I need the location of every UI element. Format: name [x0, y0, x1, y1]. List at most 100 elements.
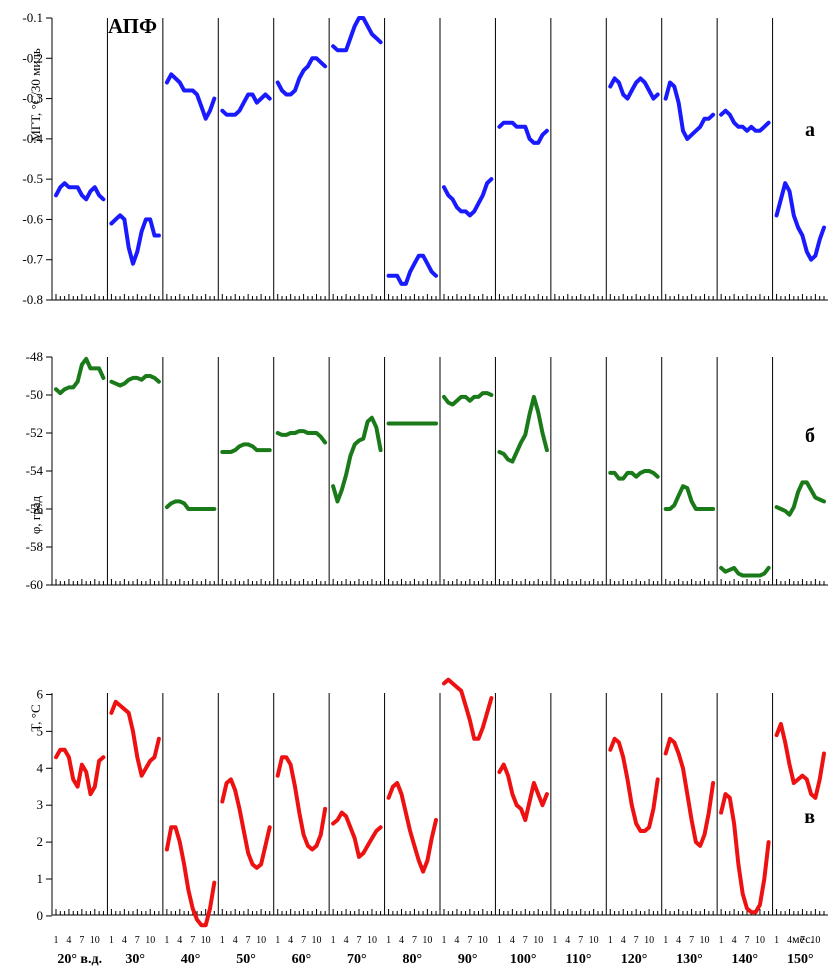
y-tick-label: 2 [37, 834, 44, 849]
y-tick-label: 1 [37, 871, 44, 886]
series-line-120 [610, 78, 657, 98]
y-axis-label: T, °C [28, 704, 43, 731]
y-tick-label: 6 [37, 686, 44, 701]
series-line-90 [444, 179, 491, 215]
y-tick-label: -0.6 [22, 211, 43, 226]
longitude-label: 70° [347, 952, 367, 967]
series-line-30 [111, 215, 158, 263]
panel-letter: а [805, 119, 815, 141]
month-label: 7 [523, 935, 528, 946]
month-label: 1 [386, 935, 391, 946]
series-line-50 [222, 444, 269, 452]
y-tick-label: 4 [37, 760, 44, 775]
series-line-150 [777, 183, 824, 260]
longitude-label: 20° в.д. [57, 952, 102, 967]
month-label: 7 [135, 935, 140, 946]
month-label: 1 [109, 935, 114, 946]
series-line-100 [499, 765, 547, 820]
month-label: 1 [497, 935, 502, 946]
y-tick-label: -0.1 [22, 10, 43, 25]
longitude-label: 40° [181, 952, 201, 967]
month-label: 10 [589, 935, 599, 946]
y-tick-label: 3 [37, 797, 44, 812]
month-label: 10 [422, 935, 432, 946]
y-tick-label: -48 [26, 349, 43, 364]
month-label: 7 [301, 935, 306, 946]
series-line-140 [721, 111, 769, 131]
y-tick-label: -54 [26, 463, 44, 478]
month-label: 4 [676, 935, 681, 946]
series-line-30 [111, 376, 158, 386]
month-label: 10 [533, 935, 543, 946]
longitude-label: 90° [458, 952, 478, 967]
series-line-70 [333, 813, 381, 857]
month-label: 4 [233, 935, 238, 946]
month-label: 10 [145, 935, 155, 946]
month-label: 1 [552, 935, 557, 946]
series-line-150 [777, 724, 824, 798]
longitude-label: 120° [621, 952, 648, 967]
month-label: 4 [454, 935, 459, 946]
month-label: 4 [732, 935, 737, 946]
panel-а: -0.1 -0.2 -0.3 -0.4 -0.5 -0.6 -0.7 -0.8 МГТ, °С/… [22, 10, 828, 307]
month-label: 4 [288, 935, 293, 946]
month-label: 7 [634, 935, 639, 946]
month-label: 4 [510, 935, 515, 946]
month-label: 10 [478, 935, 488, 946]
series-line-100 [499, 397, 547, 462]
series-line-130 [666, 739, 713, 846]
longitude-label: 50° [236, 952, 256, 967]
longitude-label: 110° [566, 952, 592, 967]
panel-letter: в [804, 806, 815, 828]
month-label: 10 [90, 935, 100, 946]
month-label: 7 [745, 935, 750, 946]
series-line-60 [278, 757, 325, 849]
month-label: 1 [608, 935, 613, 946]
month-label: 1 [719, 935, 724, 946]
longitude-label: 140° [732, 952, 759, 967]
y-axis-label: МГТ, °С/30 миль [28, 48, 43, 142]
month-label: 7 [689, 935, 694, 946]
month-label: 10 [312, 935, 322, 946]
series-line-150 [777, 482, 824, 514]
series-line-130 [666, 486, 713, 509]
y-tick-label: -50 [26, 387, 43, 402]
month-label: 4 [399, 935, 404, 946]
series-line-80 [389, 256, 436, 284]
month-label: 1 [774, 935, 779, 946]
month-label: 10 [201, 935, 211, 946]
y-tick-label: -0.7 [22, 252, 43, 267]
y-tick-label: -52 [26, 425, 43, 440]
month-label: 1 [220, 935, 225, 946]
y-tick-label: -58 [26, 539, 43, 554]
month-label: 1 [164, 935, 169, 946]
series-line-100 [499, 123, 547, 143]
month-label: 4 [621, 935, 626, 946]
month-label: 7 [79, 935, 84, 946]
y-tick-label: -0.8 [22, 292, 43, 307]
panel-б: -48 -50 -52 -54 -56 -58 -60 φ, град б [26, 349, 828, 592]
month-label: 1 [275, 935, 280, 946]
month-label: 1 [331, 935, 336, 946]
month-label: 7 [578, 935, 583, 946]
month-label: 4 [66, 935, 71, 946]
series-line-60 [278, 431, 325, 442]
month-label: 7 [246, 935, 251, 946]
series-line-70 [333, 18, 381, 50]
series-line-90 [444, 680, 491, 739]
series-line-40 [167, 501, 214, 509]
longitude-label: 60° [292, 952, 312, 967]
month-label: 4 [565, 935, 570, 946]
series-line-70 [333, 418, 381, 502]
month-label: 10 [700, 935, 710, 946]
month-label: 7 [190, 935, 195, 946]
month-label: 10 [644, 935, 654, 946]
month-label: 10 [256, 935, 266, 946]
series-line-140 [721, 794, 769, 912]
figure-title: АПФ [108, 14, 157, 38]
series-line-40 [167, 74, 214, 118]
series-line-140 [721, 568, 769, 576]
series-line-40 [167, 827, 214, 925]
series-line-130 [666, 83, 713, 139]
